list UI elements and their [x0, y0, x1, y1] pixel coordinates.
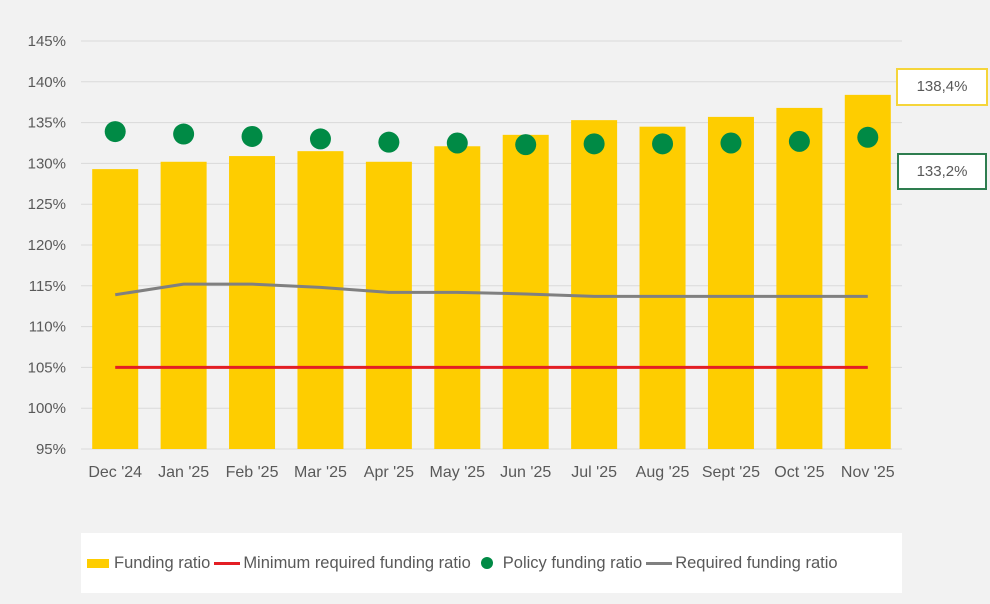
y-tick-label: 105%	[28, 359, 66, 376]
legend-label: Funding ratio	[114, 553, 211, 572]
legend-label: Minimum required funding ratio	[243, 553, 471, 572]
funding-ratio-bar	[365, 161, 412, 449]
policy-ratio-dot	[652, 133, 674, 155]
policy-ratio-dot	[104, 121, 126, 143]
policy-ratio-dot	[241, 125, 263, 147]
policy-ratio-dot	[857, 126, 879, 148]
policy-ratio-dot	[788, 130, 810, 152]
grey-line-swatch-icon	[646, 561, 673, 565]
legend-label: Policy funding ratio	[502, 553, 643, 572]
y-tick-label: 125%	[28, 196, 66, 213]
funding-ratio-bar	[776, 107, 823, 450]
legend-item-policy-ratio: Policy funding ratio	[471, 554, 642, 573]
x-tick-label: Jul '25	[571, 464, 617, 481]
funding-ratio-bar	[844, 94, 891, 449]
x-tick-label: Mar '25	[294, 464, 347, 481]
legend-item-funding-ratio: Funding ratio	[81, 554, 210, 573]
x-tick-label: Oct '25	[774, 464, 824, 481]
funding-ratio-bars	[92, 94, 891, 450]
funding-ratio-bar	[92, 169, 139, 449]
y-tick-label: 100%	[28, 400, 66, 417]
y-tick-label: 135%	[28, 115, 66, 132]
x-tick-label: Apr '25	[364, 464, 414, 481]
funding-ratio-bar	[707, 116, 754, 449]
funding-ratio-bar	[639, 126, 686, 450]
funding-ratio-bar	[502, 134, 549, 449]
ratio-lines	[114, 282, 868, 369]
bar-swatch-icon	[87, 558, 109, 568]
funding-ratio-bar	[297, 151, 344, 449]
policy-ratio-dot	[720, 132, 742, 154]
legend-label: Required funding ratio	[675, 553, 838, 572]
policy-ratio-dot	[446, 132, 468, 154]
y-tick-label: 120%	[28, 237, 66, 254]
x-tick-label: Sept '25	[702, 464, 760, 481]
policy-ratio-dot	[173, 123, 195, 145]
x-axis-ticks: Dec '24 Jan '25 Feb '25 Mar '25 Apr '25 May '…	[88, 464, 894, 481]
policy-ratio-callout: 133,2%	[897, 153, 987, 190]
y-tick-label: 110%	[29, 319, 66, 336]
x-tick-label: May '25	[430, 464, 486, 481]
x-tick-label: Aug '25	[636, 464, 690, 481]
x-tick-label: Jun '25	[500, 464, 551, 481]
policy-ratio-dot	[583, 133, 605, 155]
x-tick-label: Jan '25	[158, 464, 209, 481]
funding-ratio-callout: 138,4%	[896, 68, 988, 106]
required-funding-ratio-line	[114, 282, 868, 298]
legend-item-minimum-required: Minimum required funding ratio	[210, 553, 471, 573]
funding-ratio-bar	[160, 161, 207, 449]
policy-ratio-dot	[378, 131, 400, 153]
y-tick-label: 95%	[36, 441, 66, 458]
policy-ratio-dot	[309, 128, 331, 150]
y-tick-label: 140%	[28, 74, 66, 91]
policy-ratio-dot	[515, 134, 537, 156]
x-tick-label: Dec '24	[88, 464, 142, 481]
policy-ratio-dots	[104, 121, 879, 156]
x-tick-label: Nov '25	[841, 464, 895, 481]
y-axis-ticks: 95% 100% 105% 110% 115% 120% 125% 130% 135% 140% 1…	[28, 33, 66, 458]
dot-swatch-icon	[480, 557, 493, 569]
chart-legend: Funding ratio Minimum required funding r…	[81, 533, 902, 593]
funding-ratio-bar	[571, 120, 618, 449]
y-tick-label: 130%	[28, 155, 66, 172]
red-line-swatch-icon	[214, 561, 241, 565]
y-tick-label: 145%	[28, 33, 66, 50]
y-tick-label: 115%	[29, 278, 66, 295]
funding-ratio-bar	[229, 156, 276, 449]
legend-item-required-ratio: Required funding ratio	[642, 553, 838, 573]
funding-ratio-bar	[434, 146, 481, 449]
x-tick-label: Feb '25	[226, 464, 279, 481]
